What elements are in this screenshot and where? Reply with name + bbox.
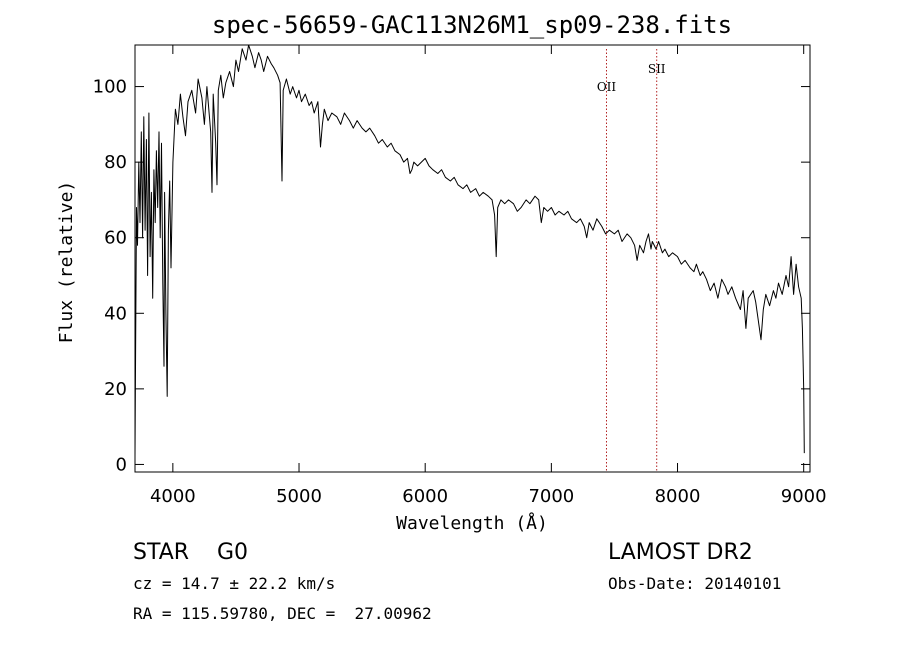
y-tick-label: 40 (104, 303, 127, 324)
x-tick-label: 8000 (655, 486, 701, 507)
y-tick-label: 80 (104, 152, 127, 173)
object-class: STAR G0 (133, 540, 249, 565)
y-tick-label: 60 (104, 228, 127, 249)
x-tick-label: 6000 (402, 486, 448, 507)
x-tick-label: 9000 (781, 486, 827, 507)
y-tick-label: 20 (104, 379, 127, 400)
x-tick-label: 7000 (528, 486, 574, 507)
plot-area (134, 44, 805, 457)
x-tick-label: 4000 (150, 486, 196, 507)
line-markers: OII SII (597, 49, 666, 472)
axis-ticks: 4000 5000 6000 7000 8000 9000 0 20 40 60 80 100 (93, 45, 827, 507)
y-tick-label: 0 (116, 454, 127, 475)
x-axis-label: Wavelength (Å) (396, 512, 548, 534)
chart-title: spec-56659-GAC113N26M1_sp09-238.fits (212, 11, 732, 39)
x-tick-label: 5000 (276, 486, 322, 507)
plot-frame (134, 44, 811, 473)
line-marker-label-oii: OII (597, 80, 617, 94)
coordinates: RA = 115.59780, DEC = 27.00962 (133, 604, 432, 623)
line-marker-label-sii: SII (648, 62, 666, 76)
spectrum-line-0 (134, 44, 805, 457)
survey-name: LAMOST DR2 (608, 540, 753, 565)
observation-date: Obs-Date: 20140101 (608, 574, 782, 593)
y-tick-label: 100 (93, 77, 127, 98)
y-axis-label: Flux (relative) (56, 181, 77, 344)
redshift-velocity: cz = 14.7 ± 22.2 km/s (133, 574, 336, 593)
